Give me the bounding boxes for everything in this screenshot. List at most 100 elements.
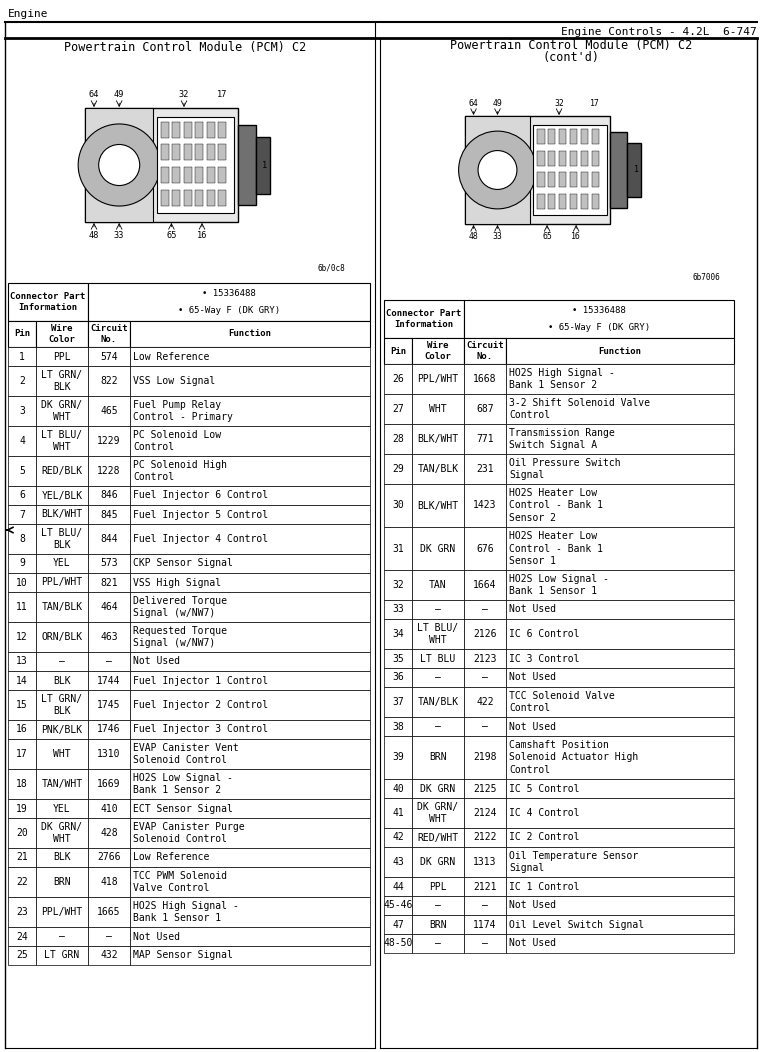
Text: ECT Sensor Signal: ECT Sensor Signal: [133, 804, 233, 813]
Text: Pin: Pin: [14, 329, 30, 339]
Text: HO2S High Signal -
Bank 1 Sensor 1: HO2S High Signal - Bank 1 Sensor 1: [133, 901, 239, 924]
Bar: [506, 649, 734, 668]
Text: DK GRN/
WHT: DK GRN/ WHT: [41, 822, 82, 844]
Text: Wire
Color: Wire Color: [424, 341, 451, 361]
Bar: [184, 122, 192, 138]
Bar: [207, 122, 215, 138]
Text: 6b/0c8: 6b/0c8: [317, 263, 345, 272]
Bar: [8, 897, 36, 927]
Bar: [465, 116, 610, 224]
Text: Fuel Injector 6 Control: Fuel Injector 6 Control: [133, 490, 268, 501]
Bar: [85, 108, 153, 222]
Bar: [8, 946, 36, 965]
Bar: [88, 592, 130, 622]
Text: 231: 231: [476, 464, 494, 474]
Bar: [464, 570, 506, 600]
Bar: [384, 454, 412, 484]
Text: 32: 32: [392, 580, 404, 590]
Bar: [8, 283, 88, 321]
Text: TAN/BLK: TAN/BLK: [418, 697, 459, 707]
Text: 39: 39: [392, 752, 404, 763]
Bar: [88, 321, 130, 347]
Text: 687: 687: [476, 404, 494, 414]
Bar: [8, 690, 36, 720]
Bar: [88, 524, 130, 554]
Bar: [195, 144, 203, 161]
Text: 1668: 1668: [473, 375, 497, 384]
Bar: [559, 173, 566, 187]
Bar: [88, 283, 370, 321]
Bar: [130, 652, 370, 671]
Bar: [36, 800, 88, 818]
Bar: [506, 364, 734, 394]
Bar: [384, 619, 412, 649]
Text: HO2S Heater Low
Control - Bank 1
Sensor 1: HO2S Heater Low Control - Bank 1 Sensor …: [509, 531, 603, 566]
Bar: [8, 456, 36, 486]
Bar: [36, 720, 88, 739]
Text: PPL: PPL: [53, 351, 71, 362]
Bar: [464, 896, 506, 915]
Bar: [384, 877, 412, 896]
Bar: [161, 144, 168, 161]
Text: 65: 65: [543, 232, 552, 241]
Bar: [506, 915, 734, 934]
Bar: [36, 897, 88, 927]
Bar: [506, 934, 734, 953]
Bar: [570, 194, 578, 209]
Text: —: —: [106, 931, 112, 942]
Bar: [36, 347, 88, 366]
Text: 37: 37: [392, 697, 404, 707]
Bar: [506, 619, 734, 649]
Bar: [88, 867, 130, 897]
Bar: [506, 668, 734, 687]
Bar: [130, 818, 370, 848]
Bar: [464, 934, 506, 953]
Bar: [36, 818, 88, 848]
Text: DK GRN: DK GRN: [421, 857, 456, 867]
Bar: [506, 736, 734, 778]
Bar: [36, 848, 88, 867]
Bar: [627, 143, 641, 197]
Bar: [591, 150, 599, 165]
Text: Circuit
No.: Circuit No.: [466, 341, 504, 361]
Bar: [130, 769, 370, 800]
Bar: [559, 129, 566, 144]
Text: 1665: 1665: [98, 907, 120, 917]
Text: Powertrain Control Module (PCM) C2: Powertrain Control Module (PCM) C2: [64, 41, 306, 55]
Text: IC 5 Control: IC 5 Control: [509, 784, 579, 793]
Bar: [412, 717, 464, 736]
Text: BRN: BRN: [53, 877, 71, 887]
Text: 45-46: 45-46: [383, 901, 413, 910]
Bar: [412, 619, 464, 649]
Bar: [36, 505, 88, 524]
Text: LT GRN/
BLK: LT GRN/ BLK: [41, 694, 82, 716]
Bar: [384, 934, 412, 953]
Text: 5: 5: [19, 466, 25, 476]
Bar: [8, 800, 36, 818]
Bar: [8, 505, 36, 524]
Text: DK GRN: DK GRN: [421, 544, 456, 553]
Bar: [464, 798, 506, 828]
Circle shape: [78, 124, 160, 206]
Bar: [172, 167, 181, 183]
Text: BRN: BRN: [429, 752, 447, 763]
Bar: [184, 190, 192, 206]
Text: 49: 49: [114, 90, 124, 99]
Bar: [384, 484, 412, 527]
Bar: [8, 739, 36, 769]
Text: 17: 17: [590, 99, 600, 108]
Bar: [506, 570, 734, 600]
Text: Low Reference: Low Reference: [133, 351, 210, 362]
Text: 1310: 1310: [98, 749, 120, 758]
Text: 33: 33: [392, 605, 404, 614]
Text: 9: 9: [19, 559, 25, 568]
Text: 432: 432: [100, 951, 118, 960]
Bar: [36, 671, 88, 690]
Text: PC Solenoid High
Control: PC Solenoid High Control: [133, 460, 227, 482]
Text: Circuit
No.: Circuit No.: [90, 324, 128, 344]
Bar: [412, 736, 464, 778]
Bar: [548, 150, 555, 165]
Bar: [36, 927, 88, 946]
Bar: [412, 915, 464, 934]
Bar: [384, 847, 412, 877]
